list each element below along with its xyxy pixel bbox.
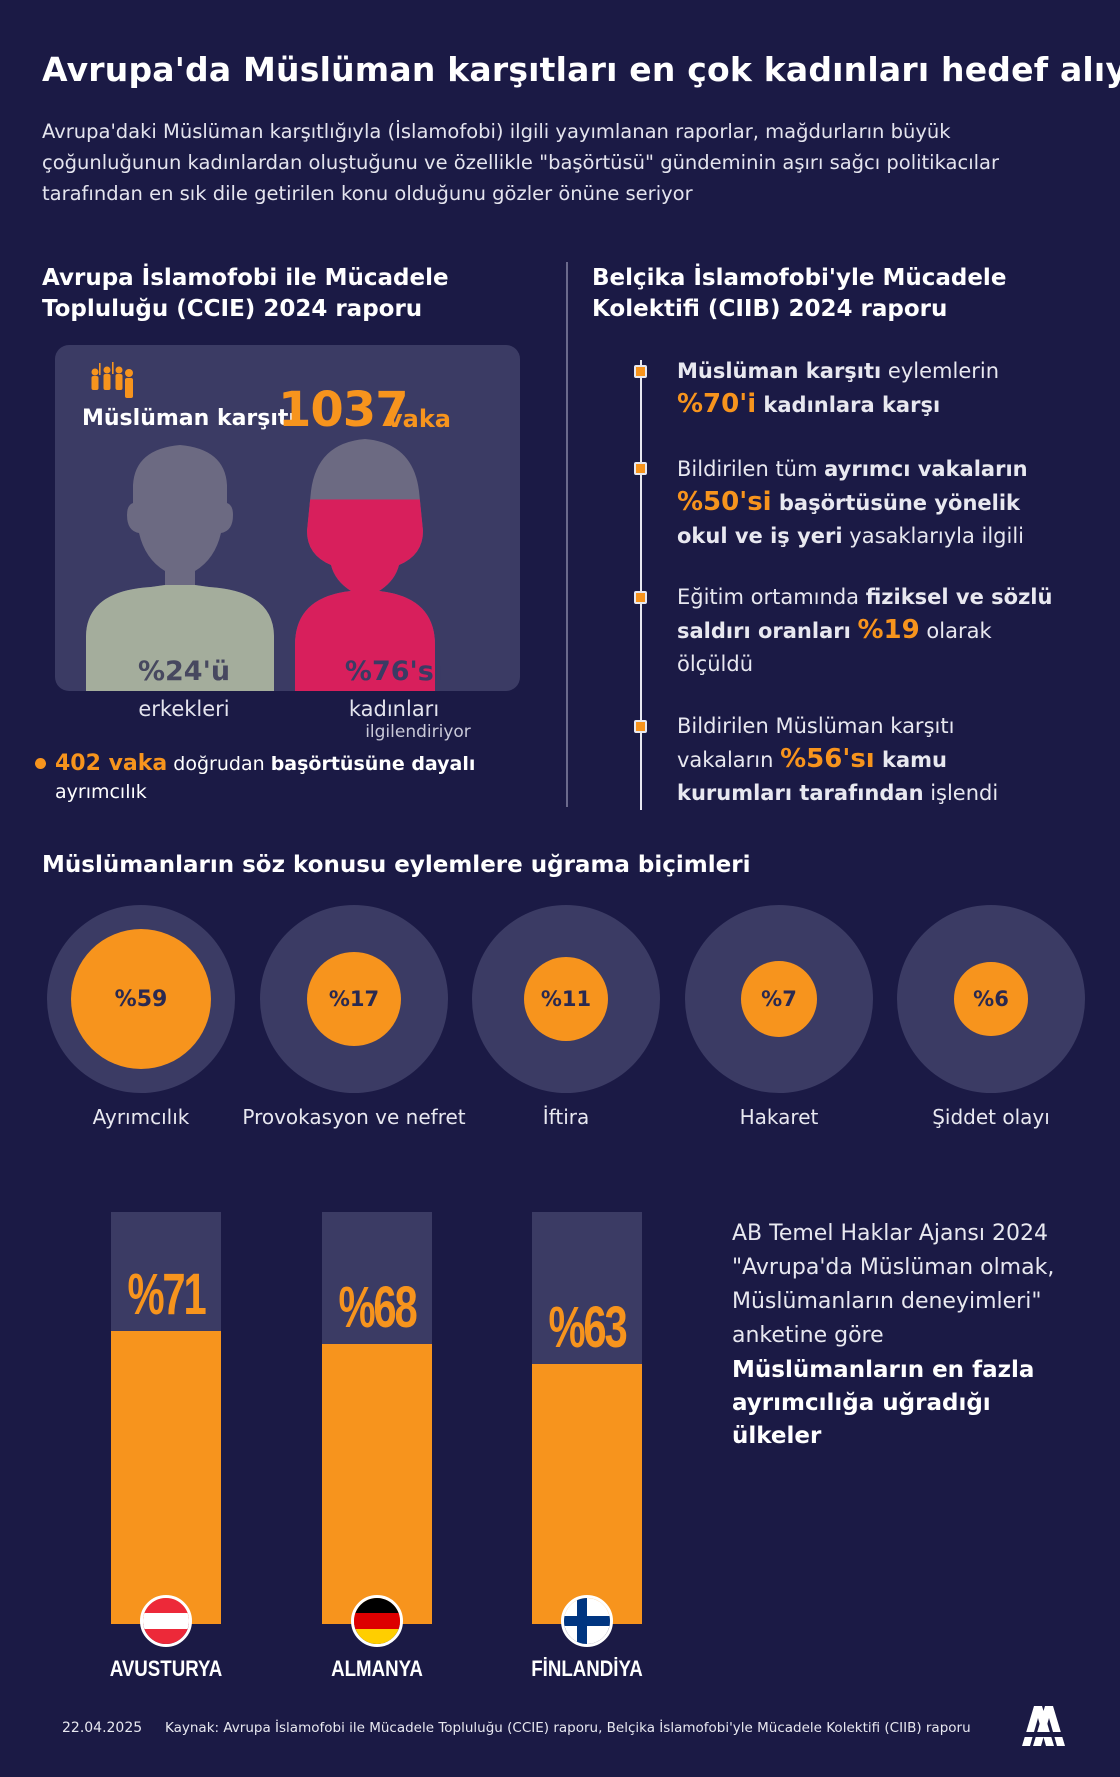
country-name: ALMANYA [331,1656,423,1681]
form-label: Provokasyon ve nefret [242,1105,466,1129]
section-divider [566,262,568,807]
country-percent: %71 [127,1262,206,1328]
timeline-marker [634,591,647,604]
ciib-item-1: Müslüman karşıtı eylemlerin %70'i kadınl… [677,359,1000,419]
man-figure [86,445,274,691]
form-percent: %6 [973,986,1009,1011]
women-percent: %76'sı [344,656,444,687]
ccie-count: 1037 [278,382,409,438]
fra-bold-text: Müslümanların en fazla ayrımcılığa uğrad… [732,1357,1035,1449]
gender-figures [86,439,435,691]
fra-source-text: AB Temel Haklar Ajansı 2024 "Avrupa'da M… [732,1221,1055,1348]
women-label-sub: ilgilendiriyor [365,722,471,742]
headscarf-note: 402 vaka doğrudan başörtüsüne dayalı ayr… [55,750,485,806]
bullet-dot [35,758,46,769]
note-count: 402 vaka [55,751,168,776]
form-ring: %17 [260,905,448,1093]
woman-figure [295,439,435,691]
aa-logo [1019,1706,1065,1746]
timeline-marker [634,365,647,378]
note-end: ayrımcılık [55,781,147,803]
form-percent: %17 [328,986,380,1011]
ciib-item-4: Bildirilen Müslüman karşıtı vakaların %5… [677,714,999,805]
form-ring-fill: %17 [306,951,402,1047]
country-name: AVUSTURYA [109,1656,223,1681]
ciib-heading: Belçika İslamofobi'yle Mücadele Kolektif… [592,265,1007,322]
form-ring: %59 [47,905,235,1093]
germany-flag [351,1595,403,1647]
forms-title: Müslümanların söz konusu eylemlere uğram… [42,852,751,878]
timeline-marker [634,462,647,475]
country-bar [111,1212,221,1624]
country-name: FİNLANDİYA [531,1656,643,1681]
ccie-unit: vaka [387,405,451,433]
ciib-item-3: Eğitim ortamında fiziksel ve sözlü saldı… [677,585,1053,676]
country-bar-fill [111,1331,221,1624]
form-percent: %11 [540,986,592,1011]
form-label: Şiddet olayı [932,1105,1050,1129]
austria-flag [140,1595,192,1647]
country-bar [322,1212,432,1624]
crowd-icon [91,362,133,398]
country-percent: %63 [548,1295,627,1361]
form-label: Hakaret [739,1105,819,1129]
country-percent: %68 [338,1274,417,1340]
page-title: Avrupa'da Müslüman karşıtları en çok kad… [42,50,1120,89]
ccie-label: Müslüman karşıtı [82,406,296,431]
footer-source: Kaynak: Avrupa İslamofobi ile Mücadele T… [165,1720,971,1736]
timeline-marker [634,720,647,733]
country-bar [532,1212,642,1624]
form-ring: %6 [897,905,1085,1093]
form-label: İftira [542,1105,590,1129]
form-label: Ayrımcılık [92,1105,190,1129]
timeline-line [640,360,642,810]
women-label: kadınları [348,697,440,721]
form-ring-fill: %11 [523,956,609,1042]
intro-text: Avrupa'daki Müslüman karşıtlığıyla (İsla… [42,120,1000,205]
ciib-item-2: Bildirilen tüm ayrımcı vakaların %50'si … [677,457,1028,548]
form-ring-fill: %6 [954,962,1028,1036]
ccie-heading: Avrupa İslamofobi ile Mücadele Topluluğu… [42,265,449,322]
country-bar-fill [532,1364,642,1624]
form-percent: %7 [761,986,797,1011]
form-percent: %59 [114,986,168,1012]
form-ring-fill: %59 [71,929,211,1069]
note-bold: başörtüsüne dayalı [270,753,476,775]
country-bar-fill [322,1343,432,1624]
form-ring: %11 [472,905,660,1093]
footer-date: 22.04.2025 [62,1720,143,1736]
men-percent: %24'ü [137,656,231,687]
finland-flag [561,1595,613,1647]
form-ring: %7 [685,905,873,1093]
note-mid: doğrudan [167,753,271,775]
form-ring-fill: %7 [741,961,817,1037]
men-label: erkekleri [138,697,230,721]
